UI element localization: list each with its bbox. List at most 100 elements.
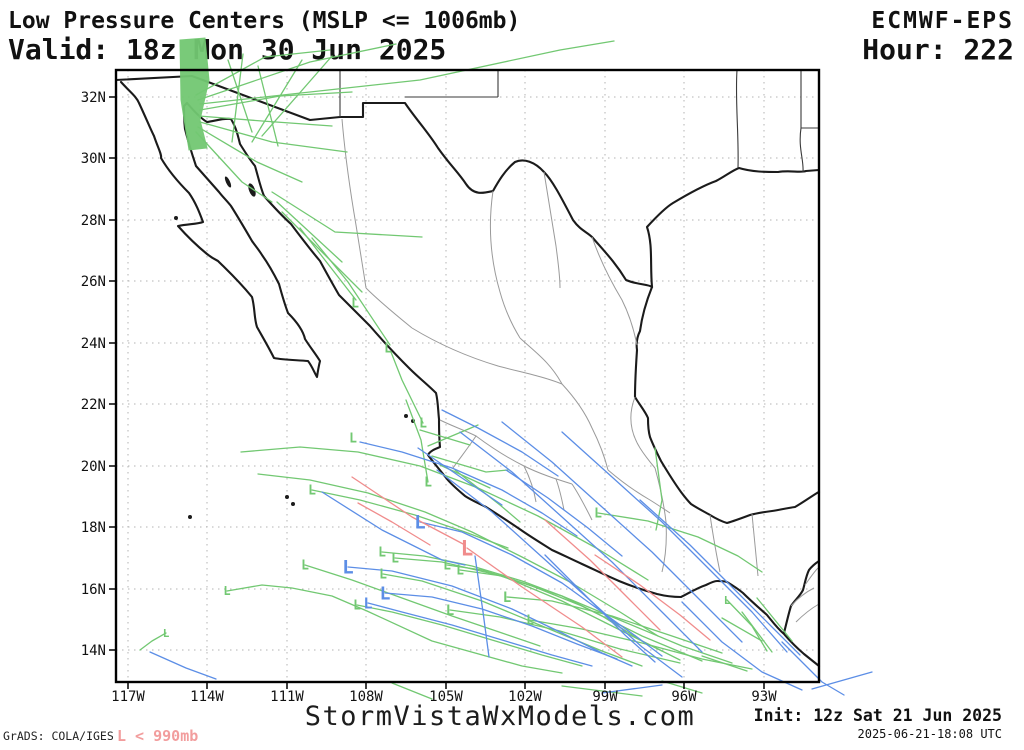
legend-item-990mb: L < 990mb (117, 727, 199, 745)
storm-track-g (231, 53, 244, 143)
forecast-hour: Hour: 222 (862, 33, 1014, 66)
mexico-gulf-coast (633, 285, 821, 525)
low-pressure-marker-g: L (163, 627, 170, 640)
storm-track-g (299, 227, 357, 301)
storm-track-g (529, 619, 753, 670)
low-pressure-marker-g: L (456, 564, 464, 579)
storm-track-b (459, 431, 703, 653)
baja-california-coast (119, 80, 322, 379)
storm-track-g (227, 59, 253, 133)
low-pressure-marker-g: L (353, 599, 361, 614)
storm-track-g (597, 512, 763, 573)
x-axis-tick-label: 111W (270, 689, 304, 705)
storm-track-g (195, 131, 273, 203)
storm-track-g (199, 121, 348, 153)
storm-track-g (197, 43, 397, 101)
low-pressure-marker-b: L (380, 583, 391, 604)
low-pressure-marker-b: L (414, 512, 425, 534)
us-gulf-coast (645, 166, 821, 289)
y-axis-tick-label: 30N (81, 151, 106, 167)
storm-track-g (381, 551, 681, 661)
grid-lines (116, 70, 819, 682)
x-axis-tick-label: 102W (508, 689, 542, 705)
storm-track-r (357, 502, 431, 546)
low-pressure-marker-g: L (223, 584, 230, 598)
storm-track-g (390, 351, 424, 424)
storm-track-b (149, 651, 217, 680)
storm-track-g (257, 473, 659, 637)
storm-track-b (367, 602, 593, 667)
y-axis-tick-label: 28N (81, 213, 106, 229)
x-axis-tick-label: 117W (111, 689, 145, 705)
storm-track-r (544, 519, 661, 631)
legend: L < 990mb L < 1000mb L < 1006mb (117, 683, 207, 750)
y-axis-tick-label: 18N (81, 520, 106, 536)
mexico-guatemala-border (782, 559, 821, 635)
low-pressure-marker-g: L (349, 432, 357, 447)
storm-track-b (441, 409, 559, 477)
storm-track-g (199, 40, 615, 105)
storm-track-g (311, 489, 509, 549)
low-pressure-marker-g: L (526, 614, 534, 629)
storm-track-g (281, 211, 363, 293)
storm-track-g (356, 604, 583, 667)
storm-track-g (251, 59, 303, 143)
low-pressure-marker-g: L (419, 417, 427, 432)
x-axis-tick-label: 96W (671, 689, 697, 705)
storm-track-g (405, 399, 429, 483)
storm-track-b (501, 421, 743, 643)
storm-track-g (391, 682, 433, 700)
storm-track-g (195, 49, 331, 96)
low-pressure-marker-g: L (308, 484, 316, 499)
track-cluster-polygon (179, 37, 210, 151)
storm-track-b (417, 447, 503, 506)
x-axis-tick-label: 105W (429, 689, 463, 705)
init-utc-timestamp: 2025-06-21-18:08 UTC (857, 727, 1003, 741)
storm-track-g (427, 424, 479, 447)
storm-track-g (741, 611, 773, 653)
low-pressure-marker-b: L (363, 594, 372, 612)
storm-track-g (304, 564, 541, 647)
low-pressure-marker-g: L (351, 297, 359, 312)
storm-track-b (436, 469, 683, 678)
low-pressure-marker-g: L (301, 559, 309, 574)
storm-track-g (311, 237, 391, 346)
low-pressure-marker-g: L (379, 568, 387, 583)
init-time: Init: 12z Sat 21 Jun 2025 (753, 706, 1002, 725)
x-axis-tick-label: 99W (592, 689, 618, 705)
low-pressure-marker-g: L (446, 603, 454, 619)
storm-track-g (419, 429, 471, 446)
storm-track-b (561, 431, 788, 653)
storm-track-b (419, 521, 663, 657)
storm-track-g (756, 597, 793, 642)
storm-track-g (654, 447, 663, 531)
x-axis-tick-label: 108W (349, 689, 383, 705)
low-pressure-marker-g: L (384, 342, 392, 357)
islands (174, 176, 415, 519)
plot-frame (114, 68, 821, 684)
us-mexico-border (114, 74, 654, 289)
storm-track-r (351, 476, 466, 546)
y-axis-tick-label: 16N (81, 582, 106, 598)
storm-track-g (431, 455, 509, 473)
storm-track-b (781, 641, 845, 696)
storm-track-b (505, 469, 623, 557)
low-pressure-marker-g: L (443, 559, 451, 574)
mexico-pacific-coast (185, 101, 821, 668)
storm-track-g (198, 115, 333, 127)
low-pressure-marker-g: L (391, 552, 399, 567)
storm-track-g (506, 596, 723, 654)
storm-track-b (321, 491, 466, 566)
y-axis-tick-label: 26N (81, 274, 106, 290)
storm-track-g (257, 65, 279, 147)
low-pressure-marker-g: L (724, 594, 731, 607)
y-axis-tick-label: 24N (81, 336, 106, 352)
storm-track-g (271, 191, 423, 238)
storm-track-g (197, 126, 303, 183)
storm-track-b (384, 592, 618, 660)
storm-track-g (701, 655, 748, 672)
us-state-borders (339, 69, 819, 173)
storm-track-g (446, 564, 703, 662)
